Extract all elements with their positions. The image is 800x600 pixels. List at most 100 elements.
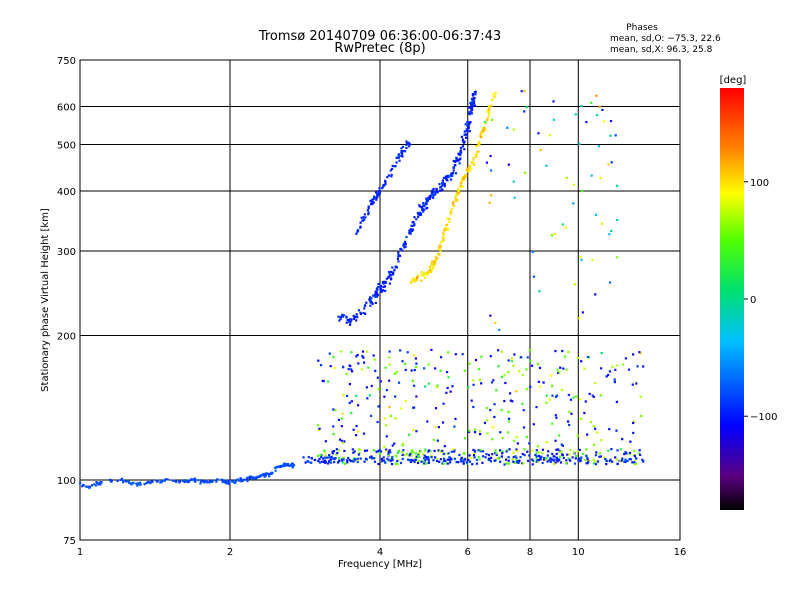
x-mode-point xyxy=(475,153,479,156)
y-tick-label: 500 xyxy=(57,141,76,152)
sporadic-point xyxy=(508,392,512,395)
o-mode-point xyxy=(432,187,435,191)
sporadic-point xyxy=(578,457,581,460)
y-axis-label: Stationary phase Virtual Height [km] xyxy=(40,208,51,392)
sporadic-point xyxy=(340,417,344,420)
x-mode-point xyxy=(430,262,434,266)
sporadic-point xyxy=(584,400,587,403)
sporadic-point xyxy=(594,381,597,385)
sporadic-point xyxy=(410,451,413,454)
sporadic-point xyxy=(561,349,564,353)
x-mode-point xyxy=(446,217,449,220)
sporadic-point xyxy=(420,460,423,463)
sporadic-point xyxy=(631,383,634,386)
sporadic-point xyxy=(511,458,514,461)
sporadic-point xyxy=(435,459,439,463)
sporadic-point xyxy=(347,368,350,371)
sporadic-point xyxy=(336,451,339,455)
x-mode-point xyxy=(454,196,457,199)
o-mode-point xyxy=(441,182,445,185)
sporadic-point xyxy=(369,414,373,417)
sporadic-point xyxy=(628,451,632,455)
sporadic-point xyxy=(518,459,521,462)
sporadic-point xyxy=(394,462,397,465)
o-mode-point xyxy=(423,205,426,208)
e-region-point xyxy=(223,480,226,484)
o-mode-point xyxy=(402,243,405,246)
o-mode-upper-point xyxy=(392,165,395,168)
sporadic-point xyxy=(329,458,332,461)
sporadic-point xyxy=(523,110,526,113)
o-mode-point xyxy=(418,213,422,216)
sporadic-point xyxy=(472,383,475,386)
sporadic-point xyxy=(441,462,444,465)
e-region-point xyxy=(279,465,283,469)
colorbar-tick-label: 100 xyxy=(750,178,769,189)
sporadic-point xyxy=(573,462,577,465)
o-mode-point xyxy=(375,290,378,293)
sporadic-point xyxy=(607,163,610,166)
sporadic-point xyxy=(485,453,488,456)
sporadic-point xyxy=(504,458,508,461)
x-mode-point xyxy=(442,239,445,242)
sporadic-point xyxy=(426,420,429,423)
sporadic-point xyxy=(611,365,614,368)
e-region-point xyxy=(109,480,113,483)
e-region-point xyxy=(116,479,119,482)
e-region-point xyxy=(270,472,273,475)
o-mode-point xyxy=(434,193,437,196)
x-mode-point xyxy=(477,143,480,146)
o-mode-point xyxy=(467,126,470,129)
o-mode-upper-point xyxy=(369,203,373,206)
sporadic-point xyxy=(414,365,418,369)
sporadic-point xyxy=(495,452,498,455)
o-mode-upper-point xyxy=(391,164,394,168)
sporadic-point xyxy=(587,460,590,464)
o-mode-point xyxy=(453,164,456,167)
sporadic-point xyxy=(632,421,635,425)
sporadic-point xyxy=(509,399,512,402)
sporadic-point xyxy=(530,364,534,367)
phases-o-line: mean, sd,O: −75.3, 22.6 xyxy=(610,34,721,44)
sporadic-point xyxy=(372,449,376,452)
sporadic-point xyxy=(467,458,470,462)
sporadic-point xyxy=(479,448,482,452)
o-mode-point xyxy=(425,201,428,204)
x-mode-point xyxy=(479,135,482,139)
x-tick-label: 16 xyxy=(674,547,687,558)
sporadic-point xyxy=(501,450,504,453)
sporadic-point xyxy=(467,386,470,389)
o-mode-upper-point xyxy=(407,142,410,145)
sporadic-point xyxy=(332,450,336,453)
sporadic-point xyxy=(579,256,582,259)
sporadic-point xyxy=(633,449,636,453)
sporadic-point xyxy=(515,458,518,461)
sporadic-point xyxy=(442,462,445,465)
sporadic-point xyxy=(433,367,437,370)
sporadic-point xyxy=(583,411,586,415)
sporadic-point xyxy=(351,459,354,462)
e-region-point xyxy=(211,480,214,483)
sporadic-point xyxy=(539,148,542,152)
sporadic-point xyxy=(615,458,619,461)
sporadic-point xyxy=(373,358,376,361)
o-mode-point xyxy=(355,319,358,322)
o-mode-point xyxy=(388,282,392,285)
sporadic-point xyxy=(437,426,441,429)
e-region-point xyxy=(181,479,185,483)
x-mode-point xyxy=(484,128,487,132)
e-region-point xyxy=(284,464,287,467)
o-mode-point xyxy=(447,175,450,179)
sporadic-point xyxy=(367,366,370,369)
sporadic-point xyxy=(507,359,510,362)
sporadic-point xyxy=(501,452,504,455)
colorbar xyxy=(720,88,744,510)
e-region-point xyxy=(216,478,219,481)
sporadic-point xyxy=(302,456,305,459)
o-mode-point xyxy=(461,138,465,141)
sporadic-point xyxy=(491,426,494,429)
sporadic-point xyxy=(515,456,518,459)
sporadic-point xyxy=(401,450,404,454)
sporadic-point xyxy=(397,381,401,384)
sporadic-point xyxy=(341,461,344,464)
